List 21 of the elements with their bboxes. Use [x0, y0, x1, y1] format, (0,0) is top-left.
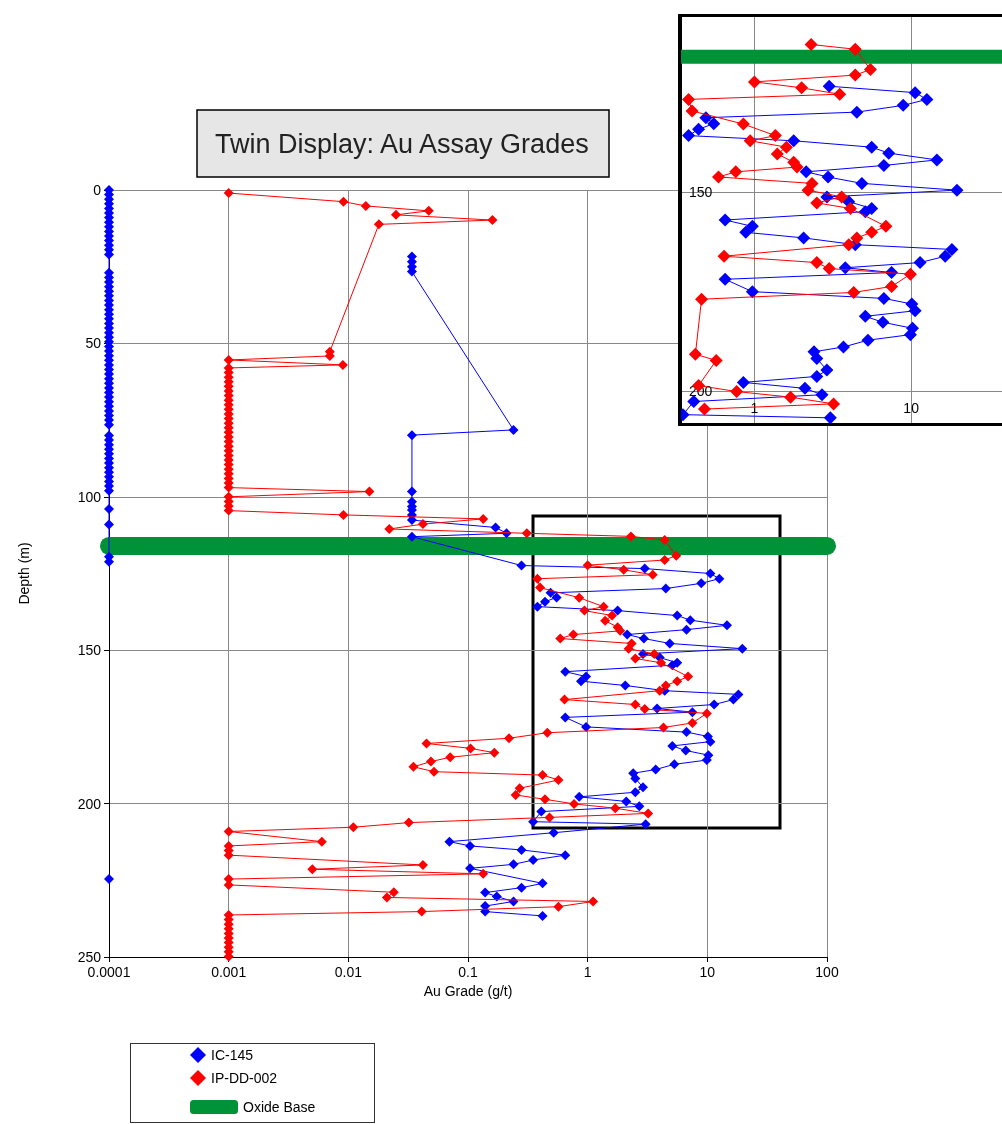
x-tick-label: 0.001 [211, 964, 247, 980]
legend-label: Oxide Base [243, 1099, 316, 1115]
y-tick-label: 50 [85, 335, 102, 352]
y-axis-title: Depth (m) [16, 542, 32, 605]
chart-title: Twin Display: Au Assay Grades [215, 128, 589, 159]
y-tick-label: 250 [77, 949, 102, 965]
x-tick-label: 0.0001 [87, 964, 131, 980]
x-tick-label: 100 [815, 964, 839, 980]
legend-label: IP-DD-002 [211, 1070, 278, 1086]
y-tick-label: 150 [77, 642, 102, 659]
x-tick-label: 10 [699, 964, 716, 980]
x-tick-label: 10 [903, 400, 920, 416]
y-tick-label: 0 [93, 182, 102, 198]
legend-label: IC-145 [211, 1047, 254, 1063]
x-tick-label: 1 [583, 964, 592, 980]
x-axis-title: Au Grade (g/t) [423, 982, 513, 999]
x-tick-label: 0.1 [458, 964, 478, 980]
x-tick-label: 0.01 [334, 964, 363, 980]
y-tick-label: 200 [77, 795, 102, 812]
y-tick-label: 100 [77, 488, 102, 505]
y-tick-label: 150 [689, 184, 713, 201]
